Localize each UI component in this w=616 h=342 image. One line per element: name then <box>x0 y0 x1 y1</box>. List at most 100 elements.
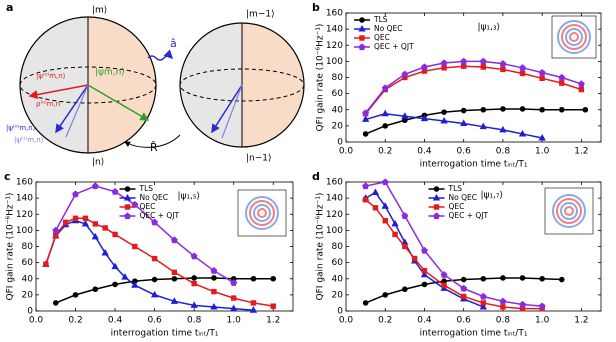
series-line <box>365 65 582 115</box>
point <box>538 69 546 76</box>
point <box>230 304 238 312</box>
point <box>401 70 409 78</box>
x-tick-label: 0.2 <box>378 316 392 326</box>
y-tick-label: 0 <box>337 307 343 317</box>
sphere-half <box>180 23 242 147</box>
point <box>382 123 389 129</box>
point <box>539 75 545 82</box>
y-tick-label: 160 <box>326 9 343 19</box>
x-axis-label: interrogation time tᵢₙₜ/T₁ <box>420 329 528 339</box>
y-tick-label: 140 <box>326 194 343 204</box>
point <box>539 106 545 113</box>
point <box>381 202 389 209</box>
inset-ring <box>569 32 579 42</box>
point <box>402 243 408 250</box>
point <box>171 269 178 276</box>
vector <box>87 84 150 121</box>
y-tick-label: 100 <box>16 226 33 236</box>
x-tick-label: 1.0 <box>227 316 242 326</box>
point <box>519 275 526 281</box>
point <box>112 231 118 238</box>
legend-label: No QEC <box>449 193 477 202</box>
point <box>499 60 507 67</box>
point <box>480 275 487 282</box>
point <box>210 267 218 274</box>
point <box>362 109 369 117</box>
point <box>538 302 546 310</box>
point <box>411 255 418 262</box>
legend-label: TLS <box>373 15 388 24</box>
label: |ψ⁽⁰⁾m,n⟩ <box>36 72 66 80</box>
point <box>121 273 129 280</box>
point <box>210 302 218 310</box>
point <box>440 59 448 67</box>
point <box>420 114 429 122</box>
y-tick-label: 20 <box>22 290 34 300</box>
inset-ring <box>556 198 582 224</box>
y-axis-label: QFI gain rate (10⁻⁶Hz⁻¹) <box>316 193 326 301</box>
point <box>102 225 108 231</box>
x-tick-label: 1.2 <box>266 316 280 326</box>
point <box>92 221 99 227</box>
point <box>362 131 369 137</box>
y-axis-label: QFI gain rate (10⁻⁶Hz⁻¹) <box>6 193 16 301</box>
point <box>92 286 99 293</box>
x-tick-label: 0.6 <box>457 316 472 326</box>
x-tick-label: 0.0 <box>339 147 354 157</box>
legend-marker <box>358 43 366 51</box>
y-tick-label: 40 <box>22 274 34 284</box>
y-tick-label: 60 <box>22 258 34 268</box>
point <box>171 236 178 244</box>
point <box>170 297 179 304</box>
point <box>460 276 467 283</box>
point <box>479 302 487 310</box>
y-tick-label: 80 <box>332 73 344 83</box>
legend-marker <box>359 35 365 41</box>
point <box>402 286 408 293</box>
y-tick-label: 60 <box>332 89 344 99</box>
point <box>270 303 276 309</box>
inset-ring <box>552 194 586 228</box>
legend-label: QEC <box>449 202 465 211</box>
legend-marker <box>124 186 131 192</box>
x-axis-label: interrogation time tᵢₙₜ/T₁ <box>420 160 528 170</box>
legend-marker <box>433 186 440 192</box>
x-tick-label: 0.4 <box>417 316 432 326</box>
label: ρ⁽⁰⁾m,n <box>36 100 60 108</box>
y-tick-label: 160 <box>326 178 343 188</box>
y-tick-label: 0 <box>27 307 33 317</box>
legend-marker <box>123 193 132 201</box>
point <box>401 212 409 219</box>
point <box>479 122 487 130</box>
x-tick-label: 0.8 <box>496 316 511 326</box>
point <box>460 107 467 114</box>
label: |n−1⟩ <box>246 154 272 164</box>
legend-marker <box>359 17 365 23</box>
point <box>421 267 428 274</box>
series-line <box>365 60 582 114</box>
legend-marker <box>433 204 440 210</box>
point <box>270 275 277 282</box>
point <box>362 197 369 203</box>
point <box>362 300 369 306</box>
point <box>460 119 468 126</box>
point <box>460 57 468 65</box>
sphere-half <box>20 17 88 153</box>
series-line <box>55 185 235 284</box>
state-label: |ψ₁,₇⟩ <box>480 191 503 201</box>
inset-ring <box>561 24 587 50</box>
point <box>211 288 217 295</box>
x-tick-label: 1.0 <box>535 147 550 157</box>
point <box>151 218 158 226</box>
point <box>519 300 526 308</box>
label: |m−1⟩ <box>246 10 275 20</box>
inset-ring <box>560 202 578 220</box>
x-tick-label: 0.2 <box>68 316 82 326</box>
x-tick-label: 0.8 <box>496 147 511 157</box>
legend-label: QEC + QJT <box>449 211 489 220</box>
point <box>558 73 566 81</box>
label: |ψ⁽⁰⁾m,n⟩ <box>6 124 36 132</box>
y-tick-label: 100 <box>326 226 343 236</box>
point <box>381 109 389 117</box>
